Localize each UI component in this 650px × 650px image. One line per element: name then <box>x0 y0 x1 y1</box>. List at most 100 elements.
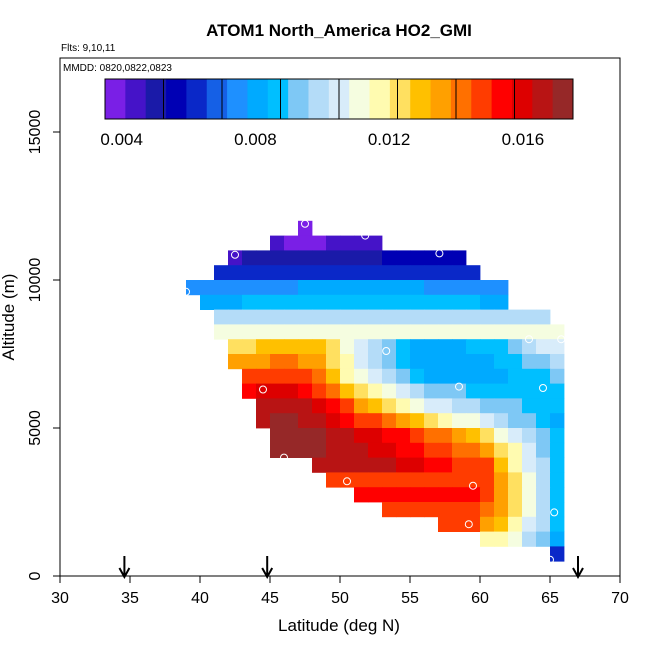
colorbar-segment <box>308 79 330 119</box>
colorbar-segment <box>450 79 472 119</box>
heatmap-cell <box>368 368 383 384</box>
heatmap-cell <box>298 220 313 236</box>
heatmap-cell <box>452 339 467 355</box>
heatmap-cell <box>452 280 467 296</box>
heatmap-cell <box>382 309 397 325</box>
heatmap-cell <box>396 354 411 370</box>
profile-point <box>361 231 370 240</box>
heatmap-cell <box>368 339 383 355</box>
heatmap-cell <box>340 354 355 370</box>
heatmap-cell <box>466 368 481 384</box>
heatmap-cell <box>522 354 537 370</box>
heatmap-cell <box>424 487 439 503</box>
heatmap-cell <box>228 294 243 310</box>
heatmap-cell <box>508 516 523 532</box>
heatmap-cell <box>354 309 369 325</box>
heatmap-cell <box>200 294 215 310</box>
heatmap-cell <box>424 294 439 310</box>
heatmap-cell <box>256 324 271 340</box>
heatmap-cell <box>466 516 481 532</box>
heatmap-cell <box>242 280 257 296</box>
heatmap-cell <box>536 502 551 518</box>
heatmap-cell <box>480 502 495 518</box>
x-tick-label: 45 <box>261 590 279 607</box>
x-tick-label: 35 <box>121 590 139 607</box>
heatmap-cell <box>354 487 369 503</box>
colorbar-tick-label: 0.016 <box>502 130 545 149</box>
heatmap-cell <box>312 250 327 266</box>
heatmap-cell <box>508 442 523 458</box>
heatmap-cell <box>452 398 467 414</box>
heatmap-cell <box>438 472 453 488</box>
x-axis-label: Latitude (deg N) <box>278 616 400 635</box>
heatmap-cell <box>242 383 257 399</box>
heatmap-cell <box>452 472 467 488</box>
heatmap-cell <box>550 546 565 562</box>
heatmap-cell <box>424 428 439 444</box>
heatmap-cell <box>438 442 453 458</box>
heatmap-cell <box>256 250 271 266</box>
heatmap-cell <box>200 280 215 296</box>
heatmap-cell <box>522 324 537 340</box>
heatmap-cell <box>480 413 495 429</box>
heatmap-cell <box>340 457 355 473</box>
arrow-marker <box>118 556 131 580</box>
heatmap-cell <box>382 413 397 429</box>
colorbar-segment <box>247 79 269 119</box>
heatmap-cell <box>298 354 313 370</box>
heatmap-cell <box>410 383 425 399</box>
heatmap-cell <box>326 472 341 488</box>
heatmap-cell <box>396 502 411 518</box>
heatmap-cell <box>326 324 341 340</box>
heatmap-cell <box>326 398 341 414</box>
heatmap-cell <box>242 324 257 340</box>
heatmap-cell <box>438 383 453 399</box>
heatmap-cell <box>284 250 299 266</box>
heatmap-cell <box>550 398 565 414</box>
heatmap-cell <box>242 368 257 384</box>
heatmap-cell <box>438 280 453 296</box>
flights-label: Flts: 9,10,11 <box>61 43 116 54</box>
colorbar-segment <box>532 79 554 119</box>
arrow-marker <box>261 556 274 580</box>
heatmap-cell <box>480 472 495 488</box>
heatmap-cell <box>298 309 313 325</box>
colorbar-segment <box>206 79 228 119</box>
heatmap-cell <box>396 309 411 325</box>
colorbar-segment <box>349 79 370 119</box>
heatmap-cell <box>256 265 271 281</box>
heatmap-cell <box>382 294 397 310</box>
colorbar-segment <box>166 79 187 119</box>
heatmap-cell <box>284 309 299 325</box>
heatmap-cell <box>494 428 509 444</box>
heatmap-cell <box>396 487 411 503</box>
heatmap-cell <box>242 339 257 355</box>
heatmap-cell <box>284 265 299 281</box>
heatmap-cell <box>424 324 439 340</box>
heatmap-cell <box>396 442 411 458</box>
heatmap-cell <box>326 457 341 473</box>
profile-point <box>539 384 547 392</box>
heatmap-cell <box>382 472 397 488</box>
heatmap-cell <box>340 294 355 310</box>
heatmap-cell <box>340 265 355 281</box>
heatmap-cell <box>424 250 439 266</box>
heatmap-cell <box>298 250 313 266</box>
heatmap-cell <box>382 487 397 503</box>
heatmap-cell <box>270 294 285 310</box>
colorbar-segment <box>369 79 391 119</box>
heatmap-cell <box>522 442 537 458</box>
heatmap-cell <box>340 309 355 325</box>
colorbar-segment <box>227 79 248 119</box>
heatmap-cell <box>382 398 397 414</box>
heatmap-cell <box>382 383 397 399</box>
heatmap-cell <box>270 354 285 370</box>
heatmap-cell <box>508 324 523 340</box>
heatmap-cell <box>396 398 411 414</box>
heatmap-cell <box>382 502 397 518</box>
heatmap-cell <box>466 398 481 414</box>
heatmap-cell <box>424 354 439 370</box>
heatmap-cell <box>466 502 481 518</box>
heatmap-cell <box>550 324 565 340</box>
